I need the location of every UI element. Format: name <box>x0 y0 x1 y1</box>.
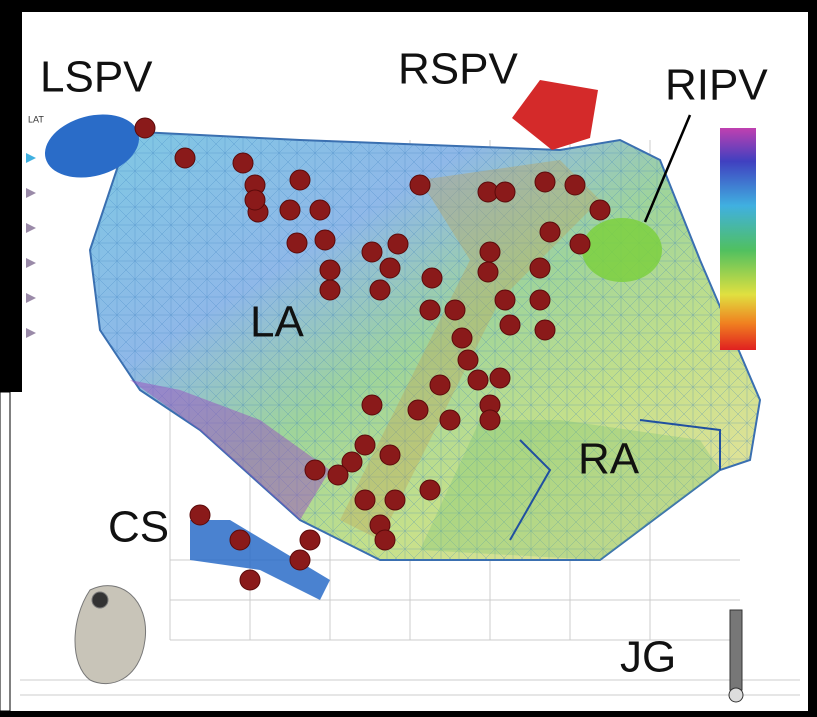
ablation-point <box>175 148 195 168</box>
ablation-point <box>240 570 260 590</box>
ablation-point <box>230 530 250 550</box>
ablation-point <box>452 328 472 348</box>
ablation-point <box>355 435 375 455</box>
ablation-point <box>420 480 440 500</box>
cs-label: CS <box>108 503 169 552</box>
jg-label: JG <box>620 633 676 682</box>
ablation-point <box>535 320 555 340</box>
ablation-point <box>375 530 395 550</box>
ablation-point <box>385 490 405 510</box>
ablation-point <box>540 222 560 242</box>
ablation-point <box>530 290 550 310</box>
frame <box>0 711 817 717</box>
ablation-point <box>530 258 550 278</box>
ablation-point <box>420 300 440 320</box>
ablation-point <box>135 118 155 138</box>
ablation-point <box>355 490 375 510</box>
ra-label: RA <box>578 435 640 484</box>
scale-bar <box>729 610 743 702</box>
ablation-point <box>310 200 330 220</box>
ablation-point <box>478 262 498 282</box>
ablation-point <box>422 268 442 288</box>
screenshot: LAT LSPV RSPV RIPV LA RA CS JG <box>0 0 817 717</box>
heart-icon <box>75 586 146 684</box>
ablation-point <box>565 175 585 195</box>
ablation-point <box>290 170 310 190</box>
arrows <box>26 153 36 338</box>
ablation-point <box>480 242 500 262</box>
ablation-point <box>480 410 500 430</box>
legend-title: LAT <box>28 114 44 124</box>
ablation-point <box>320 280 340 300</box>
ablation-point <box>440 410 460 430</box>
ablation-point <box>362 395 382 415</box>
ablation-point <box>280 200 300 220</box>
ablation-point <box>362 242 382 262</box>
ablation-point <box>490 368 510 388</box>
ablation-point <box>320 260 340 280</box>
ablation-point <box>388 234 408 254</box>
frame <box>0 392 10 711</box>
rspv-label: RSPV <box>398 45 518 94</box>
ablation-point <box>290 550 310 570</box>
ablation-point <box>287 233 307 253</box>
ablation-point <box>305 460 325 480</box>
ablation-point <box>495 182 515 202</box>
ablation-point <box>380 258 400 278</box>
frame <box>808 0 817 717</box>
ablation-point <box>410 175 430 195</box>
rspv-vein <box>512 80 598 150</box>
ablation-point <box>380 445 400 465</box>
la-label: LA <box>250 298 304 347</box>
ablation-point <box>328 465 348 485</box>
ablation-point <box>300 530 320 550</box>
ripv-vein <box>582 218 662 282</box>
ablation-point <box>445 300 465 320</box>
ripv-label: RIPV <box>665 61 768 110</box>
ablation-point <box>570 234 590 254</box>
lspv-label: LSPV <box>40 53 153 102</box>
ablation-point <box>458 350 478 370</box>
ablation-point <box>190 505 210 525</box>
ablation-point <box>535 172 555 192</box>
ablation-point <box>590 200 610 220</box>
ablation-point <box>233 153 253 173</box>
color-bar <box>720 128 756 350</box>
ablation-point <box>468 370 488 390</box>
frame <box>0 0 22 392</box>
ablation-point <box>408 400 428 420</box>
ablation-point <box>315 230 335 250</box>
ablation-point <box>430 375 450 395</box>
ablation-point <box>495 290 515 310</box>
ablation-point <box>245 190 265 210</box>
ablation-point <box>370 280 390 300</box>
ablation-point <box>500 315 520 335</box>
frame <box>0 0 817 12</box>
